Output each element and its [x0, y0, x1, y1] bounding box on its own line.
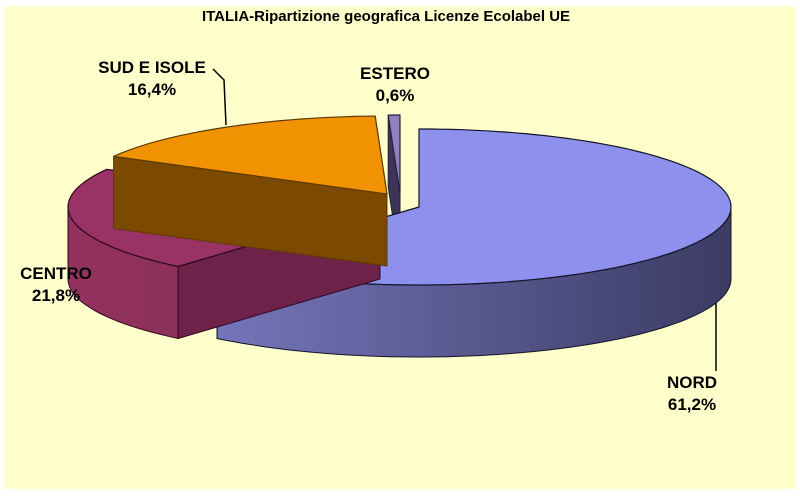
slice-label-centro: CENTRO 21,8%	[20, 263, 92, 307]
leader-line-sud-e-isole	[212, 68, 227, 126]
slice-label-text: ESTERO	[360, 64, 430, 83]
chart-title: ITALIA-Ripartizione geografica Licenze E…	[201, 8, 571, 25]
slice-percent-text: 61,2%	[667, 395, 717, 414]
slice-label-estero: ESTERO 0,6%	[360, 63, 430, 107]
slice-label-text: SUD E ISOLE	[98, 58, 206, 77]
slice-label-text: NORD	[666, 373, 718, 392]
slice-label-nord: NORD 61,2%	[667, 372, 717, 416]
slice-label-sud-e-isole: SUD E ISOLE 16,4%	[98, 57, 206, 101]
slice-top-face[interactable]	[387, 114, 401, 194]
slice-label-text: CENTRO	[20, 264, 92, 283]
slice-top-face[interactable]	[112, 115, 388, 195]
pie-slice-sud-e-isole	[112, 115, 388, 267]
slice-percent-text: 16,4%	[127, 80, 177, 99]
slice-percent-text: 21,8%	[31, 286, 81, 305]
slice-percent-text: 0,6%	[375, 86, 415, 105]
